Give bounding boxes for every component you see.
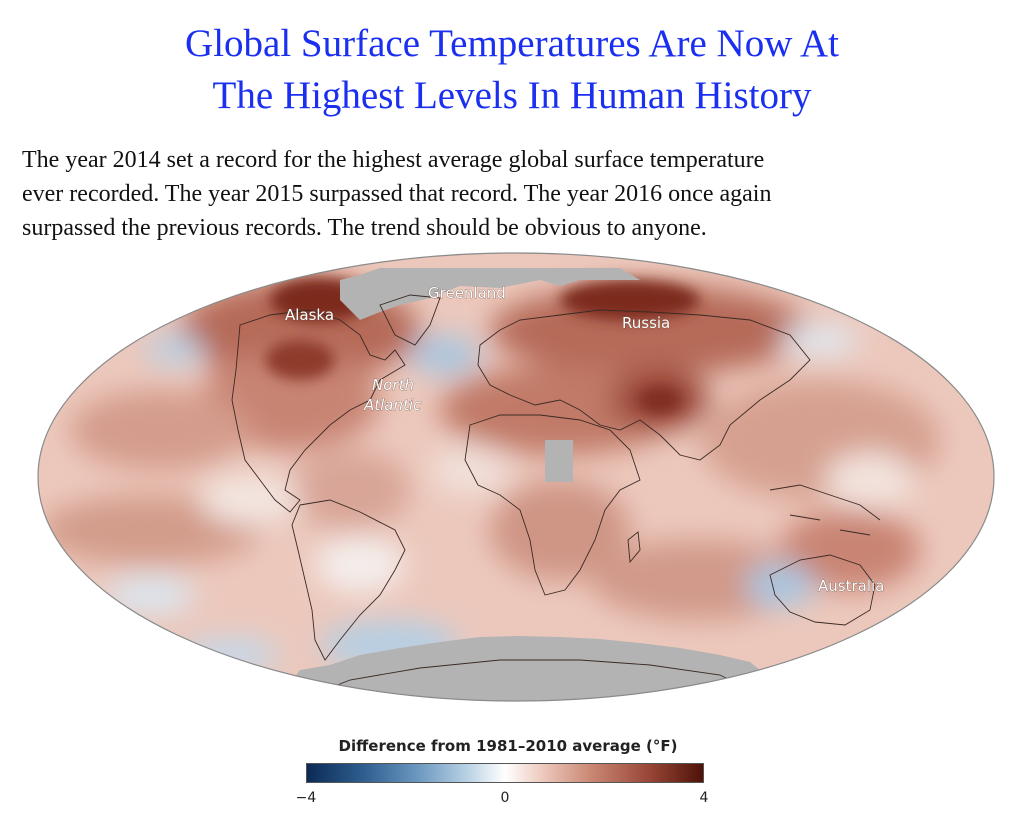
legend-tick-min: −4 [295, 790, 317, 806]
world-map-svg: Alaska Greenland Russia North Atlantic A… [37, 252, 995, 702]
label-russia: Russia [622, 314, 670, 332]
coastlines [231, 294, 881, 701]
label-alaska: Alaska [285, 306, 334, 324]
legend-title-text: Difference from 1981–2010 average (°F) [338, 737, 678, 755]
label-greenland: Greenland [428, 284, 506, 302]
temperature-anomaly-map: Alaska Greenland Russia North Atlantic A… [0, 250, 1024, 735]
globe-fill [38, 253, 994, 701]
title-line-2: The Highest Levels In Human History [212, 74, 812, 117]
description-line-3: surpassed the previous records. The tren… [22, 215, 707, 241]
madagascar-outline [627, 531, 641, 564]
label-north: North [372, 376, 414, 394]
europe-asia-outline [477, 309, 811, 461]
globe-border [37, 252, 995, 702]
legend-color-bar [306, 763, 704, 783]
description-line-1: The year 2014 set a record for the highe… [22, 147, 765, 173]
central-africa-no-data [545, 440, 573, 482]
legend-title: Difference from 1981–2010 average (°F) [0, 737, 1010, 755]
africa-outline [464, 414, 641, 596]
description-text: The year 2014 set a record for the highe… [22, 143, 1012, 245]
description-line-2: ever recorded. The year 2015 surpassed t… [22, 181, 772, 207]
australia-outline [769, 554, 876, 626]
north-america-outline [231, 309, 406, 513]
arctic-no-data [340, 268, 640, 320]
south-america-outline [291, 499, 406, 661]
label-australia: Australia [818, 577, 884, 595]
antarctica-outline [299, 659, 761, 701]
page-title: Global Surface Temperatures Are Now At T… [0, 18, 1024, 122]
legend-tick-mid: 0 [500, 790, 510, 806]
label-atlantic: Atlantic [363, 396, 422, 414]
title-line-1: Global Surface Temperatures Are Now At [185, 22, 839, 65]
legend-tick-max: 4 [699, 790, 709, 806]
southeast-asia-islands-outline [769, 484, 881, 536]
greenland-outline [379, 294, 441, 346]
